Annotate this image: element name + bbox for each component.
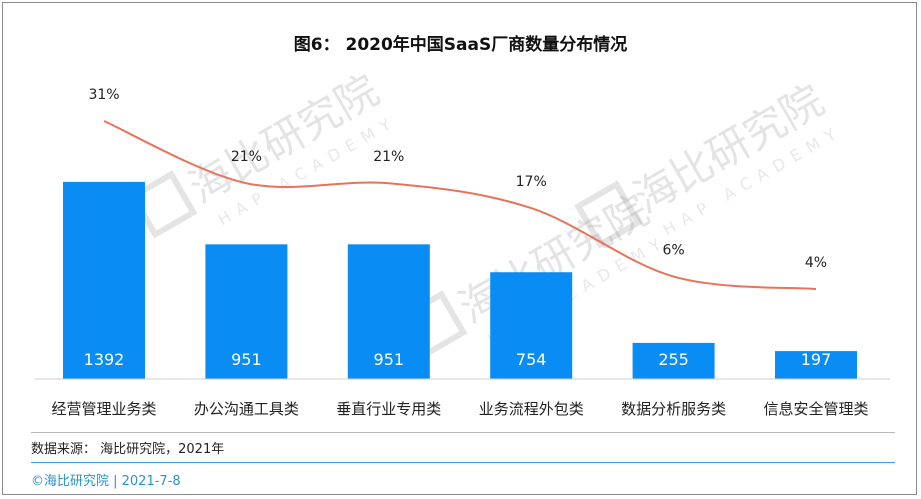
bar-value-label: 951 bbox=[231, 350, 262, 369]
bar-value-label: 1392 bbox=[84, 350, 125, 369]
chart-title: 图6： 2020年中国SaaS厂商数量分布情况 bbox=[293, 35, 628, 55]
bar-value-label: 754 bbox=[516, 350, 547, 369]
percent-point-label: 21% bbox=[231, 149, 262, 165]
percent-point-label: 17% bbox=[516, 174, 547, 190]
category-tick-label: 业务流程外包类 bbox=[479, 400, 584, 418]
category-tick-label: 经营管理业务类 bbox=[51, 400, 156, 418]
bar-2 bbox=[205, 244, 288, 379]
percent-trend-line bbox=[103, 120, 817, 290]
bar-1 bbox=[63, 181, 145, 379]
bar-value-label: 197 bbox=[801, 350, 832, 369]
category-tick-label: 办公沟通工具类 bbox=[194, 400, 299, 418]
footer-credit: ©海比研究院 | 2021-7-8 bbox=[31, 474, 181, 489]
bar-value-label: 255 bbox=[658, 350, 689, 369]
category-tick-label: 信息安全管理类 bbox=[763, 400, 868, 418]
category-tick-label: 垂直行业专用类 bbox=[336, 400, 441, 418]
bar-5 bbox=[632, 342, 715, 379]
category-tick-label: 数据分析服务类 bbox=[621, 400, 726, 418]
percent-point-label: 4% bbox=[805, 255, 827, 271]
source-divider bbox=[31, 432, 895, 433]
watermark-logo-icon bbox=[574, 180, 643, 249]
percent-point-label: 31% bbox=[88, 87, 119, 103]
percent-point-label: 6% bbox=[662, 243, 684, 259]
bar-4 bbox=[490, 272, 573, 379]
footer-divider bbox=[31, 462, 895, 463]
bar-6 bbox=[775, 351, 857, 379]
source-note: 数据来源： 海比研究院，2021年 bbox=[31, 442, 225, 457]
bar-3 bbox=[347, 244, 430, 379]
bar-value-label: 951 bbox=[374, 350, 405, 369]
percent-point-label: 21% bbox=[373, 149, 404, 165]
